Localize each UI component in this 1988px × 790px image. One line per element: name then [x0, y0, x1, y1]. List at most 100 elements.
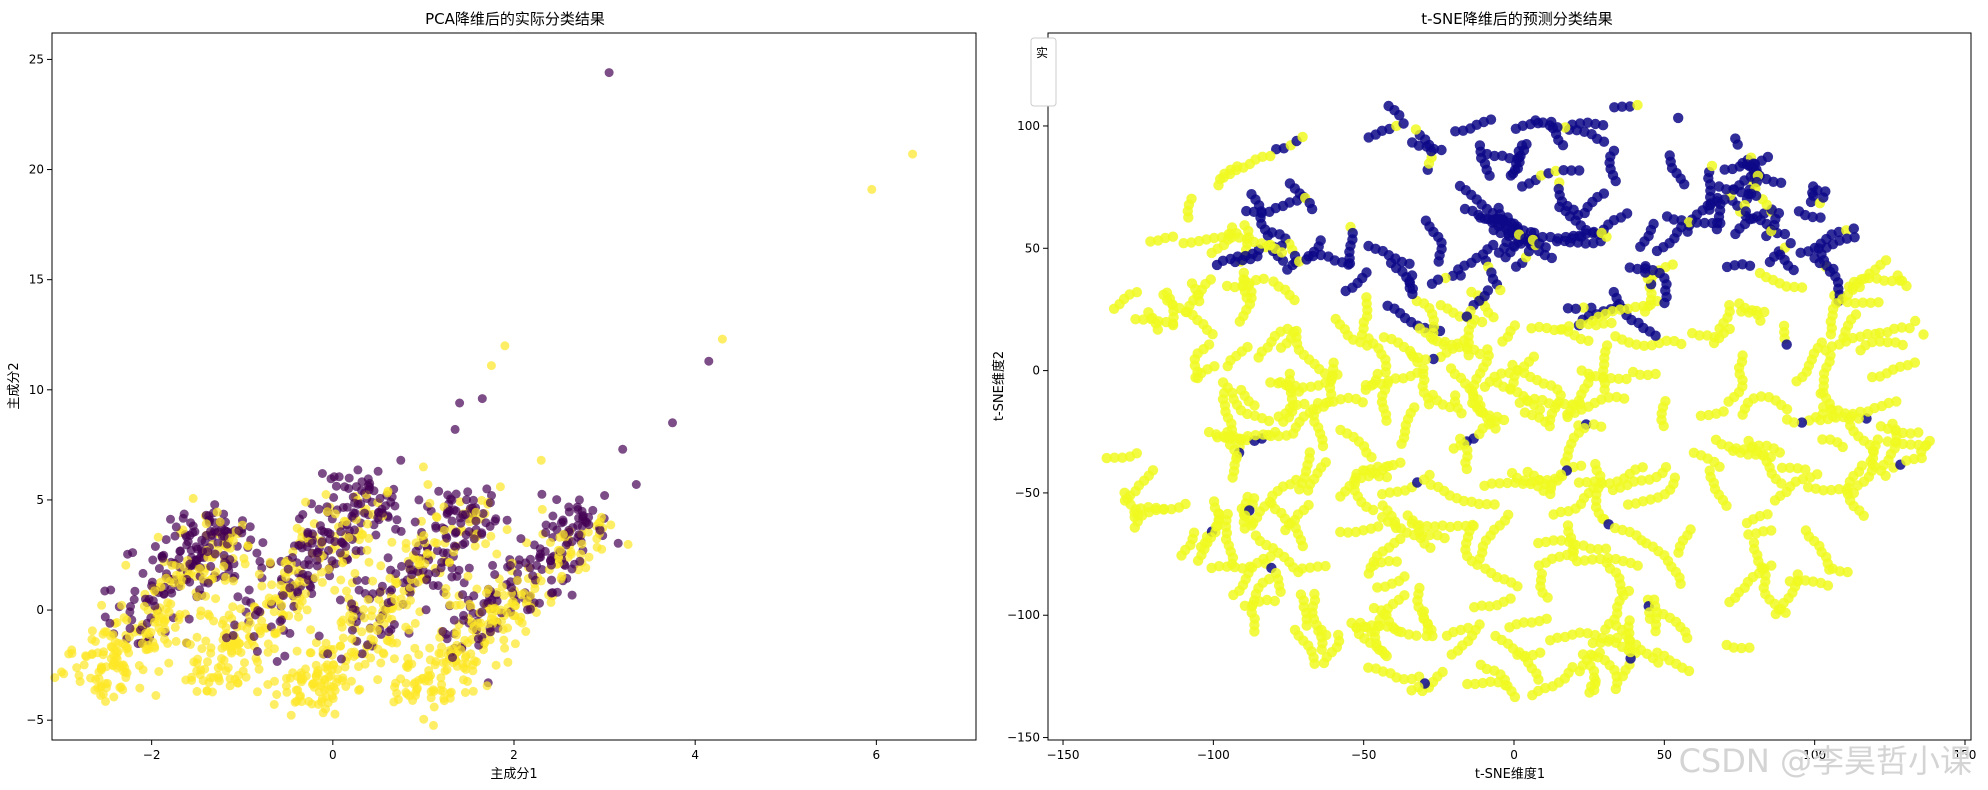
pca-point-class-1	[241, 672, 251, 682]
tsne-point-class-0	[1383, 100, 1394, 112]
tsne-point-class-0	[1713, 181, 1725, 192]
pca-point-class-1	[439, 693, 449, 703]
pca-point-class-1	[577, 539, 587, 549]
pca-point-class-1	[153, 532, 163, 542]
tsne-point-class-0	[1744, 260, 1756, 271]
pca-point-class-1	[441, 590, 451, 600]
pca-point-class-1	[387, 537, 397, 547]
pca-point-class-1	[195, 564, 205, 574]
pca-point-class-0	[448, 653, 457, 662]
pca-point-class-1	[139, 601, 149, 611]
pca-y-tick-label: −5	[26, 713, 44, 727]
pca-point-class-0	[233, 592, 243, 602]
tsne-point-class-0	[1454, 180, 1466, 192]
tsne-point-class-1	[1229, 561, 1240, 573]
tsne-point-class-1	[1384, 487, 1396, 498]
pca-point-class-1	[482, 588, 491, 598]
tsne-point-class-0	[1457, 125, 1469, 136]
tsne-point-class-0	[1455, 270, 1466, 281]
pca-point-class-1	[270, 676, 279, 686]
pca-point-class-1	[369, 635, 378, 645]
tsne-point-class-1	[1728, 642, 1739, 653]
pca-point-class-0	[302, 542, 312, 552]
pca-point-class-1	[375, 613, 385, 623]
pca-point-class-0	[353, 465, 363, 475]
pca-point-class-0	[438, 627, 448, 636]
tsne-point-class-1	[1815, 577, 1827, 589]
tsne-point-class-0	[1821, 242, 1832, 253]
tsne-point-class-0	[1788, 264, 1799, 276]
pca-point-class-1	[341, 517, 351, 527]
pca-point-class-1	[537, 504, 547, 514]
pca-point-class-0	[584, 520, 594, 530]
pca-point-class-1	[164, 607, 174, 617]
pca-point-class-1	[473, 618, 483, 628]
tsne-point-class-1	[1437, 520, 1448, 531]
pca-point-class-1	[436, 673, 446, 683]
tsne-point-class-1	[1913, 427, 1924, 438]
pca-point-class-1	[444, 646, 454, 656]
pca-point-class-0	[342, 502, 352, 512]
pca-y-ticks: −5 0 5 10 15 20 25	[26, 52, 52, 727]
pca-point-class-1	[414, 675, 424, 685]
pca-point-class-0	[195, 585, 205, 595]
pca-y-tick-label: 25	[29, 52, 44, 66]
tsne-point-class-1	[1294, 484, 1305, 495]
pca-point-class-0	[324, 546, 333, 555]
pca-point-class-1	[189, 657, 199, 667]
pca-outlier-class-1	[486, 361, 496, 371]
pca-point-class-1	[429, 720, 438, 730]
tsne-point-class-1	[1781, 404, 1793, 415]
pca-point-class-0	[492, 596, 502, 606]
pca-point-class-0	[357, 649, 367, 659]
tsne-point-class-1	[1901, 280, 1912, 292]
pca-point-class-0	[588, 505, 598, 515]
pca-point-class-1	[181, 638, 191, 648]
watermark: CSDN @李昊哲小课	[1679, 742, 1972, 780]
tsne-point-class-0	[1729, 260, 1740, 271]
pca-point-class-1	[359, 605, 369, 614]
pca-point-class-0	[535, 549, 545, 559]
tsne-point-class-0	[1741, 159, 1753, 170]
pca-outlier-class-1	[536, 455, 546, 465]
pca-point-class-1	[382, 613, 392, 623]
tsne-point-class-1	[1615, 304, 1626, 315]
tsne-point-class-1	[1526, 617, 1537, 628]
tsne-point-class-1	[1316, 644, 1327, 655]
tsne-point-class-0	[1436, 144, 1447, 156]
pca-point-class-1	[109, 692, 119, 702]
tsne-point-class-0	[1779, 228, 1791, 240]
pca-point-class-1	[472, 584, 482, 594]
tsne-point-class-1	[1842, 566, 1853, 578]
tsne-point-class-1	[1750, 449, 1762, 460]
tsne-point-class-1	[1837, 441, 1848, 453]
pca-point-class-0	[317, 537, 327, 547]
pca-point-class-1	[263, 680, 273, 689]
tsne-point-class-0	[1588, 226, 1600, 238]
tsne-point-class-0	[1849, 232, 1860, 243]
tsne-point-class-1	[1506, 467, 1518, 479]
tsne-point-class-1	[1630, 301, 1641, 313]
pca-outlier-class-0	[455, 398, 465, 408]
pca-point-class-1	[470, 541, 480, 551]
pca-outlier-class-0	[360, 508, 369, 518]
tsne-point-class-0	[1551, 236, 1563, 247]
pca-point-class-1	[521, 627, 531, 636]
tsne-point-class-1	[1621, 373, 1632, 385]
pca-point-class-1	[431, 657, 441, 666]
tsne-point-class-1	[1489, 499, 1500, 510]
pca-point-class-1	[429, 702, 439, 712]
tsne-point-class-1	[1610, 683, 1622, 695]
tsne-point-class-1	[1402, 510, 1413, 521]
pca-x-tick-label: 6	[873, 748, 881, 762]
pca-point-class-1	[169, 578, 179, 588]
pca-point-class-1	[267, 580, 277, 590]
tsne-point-class-1	[1606, 317, 1617, 329]
pca-point-class-1	[163, 638, 173, 648]
pca-point-class-1	[606, 520, 616, 530]
pca-point-class-1	[623, 539, 633, 549]
tsne-point-class-1	[1234, 316, 1246, 327]
tsne-y-tick-label: −150	[1007, 731, 1040, 745]
tsne-point-class-1	[1880, 470, 1891, 481]
